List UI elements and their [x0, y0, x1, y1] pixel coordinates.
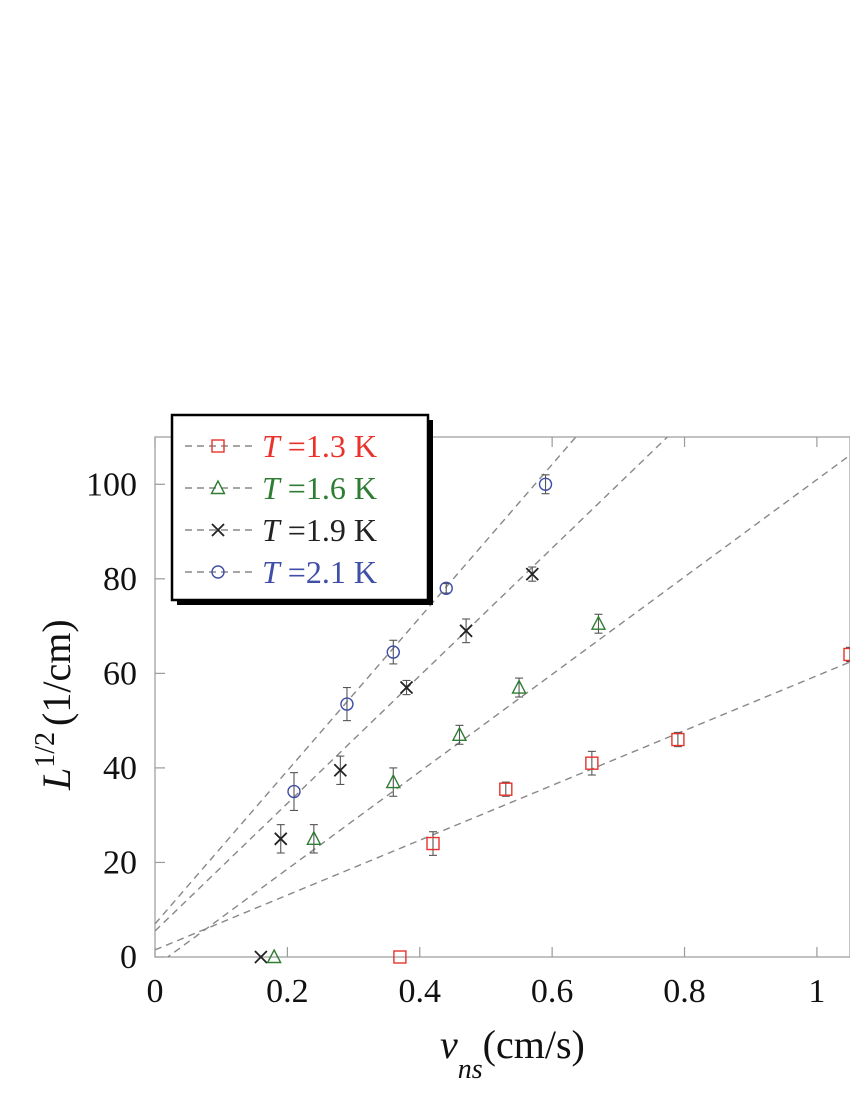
x-axis-label-main: v	[440, 1022, 458, 1067]
data-point	[340, 697, 354, 711]
series-4	[287, 474, 553, 812]
y-tick-label: 40	[103, 750, 137, 787]
fit-line	[155, 437, 577, 925]
y-axis-ticks: 0 20 40 60 80 100	[86, 466, 165, 976]
data-point	[426, 836, 440, 851]
data-point	[393, 950, 407, 964]
x-axis-ticks: 0 0.2 0.4 0.6 0.8 1	[147, 437, 825, 1010]
data-point	[451, 726, 468, 742]
data-point	[306, 830, 322, 846]
legend-marker	[211, 565, 225, 579]
y-tick-label: 0	[120, 939, 137, 976]
legend-marker	[210, 479, 226, 495]
legend-label-var: T	[262, 554, 282, 590]
data-point	[385, 773, 401, 789]
data-points	[254, 474, 850, 964]
y-tick-label: 20	[103, 844, 137, 881]
x-tick-label: 0.4	[399, 973, 442, 1010]
data-point	[538, 477, 553, 491]
data-point	[525, 567, 539, 581]
series-1	[393, 646, 850, 964]
data-point	[671, 732, 685, 747]
data-point	[590, 615, 607, 630]
x-tick-label: 1	[808, 973, 825, 1010]
fit-line	[155, 437, 669, 932]
y-axis-label-sup: 1/2	[30, 732, 61, 768]
data-point	[439, 581, 453, 595]
data-point	[499, 782, 513, 796]
legend-label-var: T	[262, 512, 282, 548]
x-tick-label: 0	[147, 973, 164, 1010]
y-tick-label: 60	[103, 655, 137, 692]
data-point	[333, 763, 347, 777]
data-point	[287, 784, 301, 799]
legend-marker	[211, 523, 225, 537]
plot-area	[154, 436, 850, 958]
y-axis-label-main: L	[34, 768, 79, 791]
legend-label-var: T	[262, 470, 282, 506]
y-axis-label: L1/2 (1/cm)	[30, 619, 79, 791]
legend-label-value: =2.1 K	[280, 554, 377, 590]
fit-lines	[155, 437, 850, 957]
x-tick-label: 0.8	[663, 973, 706, 1010]
data-point	[266, 948, 282, 964]
legend-marker	[211, 439, 225, 453]
x-tick-label: 0.2	[266, 973, 309, 1010]
legend-label: T =1.3 K	[262, 428, 377, 464]
x-axis-label: vns(cm/s)	[440, 1022, 585, 1085]
x-tick-label: 0.6	[531, 973, 574, 1010]
x-axis-label-unit: (cm/s)	[483, 1022, 585, 1067]
series-3	[254, 566, 539, 964]
x-axis-label-sub: ns	[458, 1054, 483, 1085]
legend-label: T =2.1 K	[262, 554, 377, 590]
data-point	[585, 756, 599, 770]
y-axis-label-unit: (1/cm)	[34, 619, 79, 726]
legend-label-value: =1.9 K	[280, 512, 377, 548]
data-point	[386, 645, 400, 659]
legend-label-value: =1.6 K	[280, 470, 377, 506]
legend-label-var: T	[262, 428, 282, 464]
legend-label: T =1.9 K	[262, 512, 377, 548]
y-tick-label: 80	[103, 561, 137, 598]
legend-label: T =1.6 K	[262, 470, 377, 506]
legend-label-value: =1.3 K	[280, 428, 377, 464]
series-2	[266, 613, 607, 964]
data-point	[274, 832, 288, 846]
data-point	[254, 950, 268, 964]
data-point	[399, 680, 414, 695]
fit-line	[155, 661, 850, 951]
data-point	[843, 647, 850, 662]
data-point	[459, 624, 473, 638]
data-point	[511, 679, 527, 694]
plot-frame	[154, 436, 850, 958]
legend: T =1.3 KT =1.6 KT =1.9 KT =2.1 K	[170, 413, 433, 605]
y-tick-label: 100	[86, 466, 137, 503]
